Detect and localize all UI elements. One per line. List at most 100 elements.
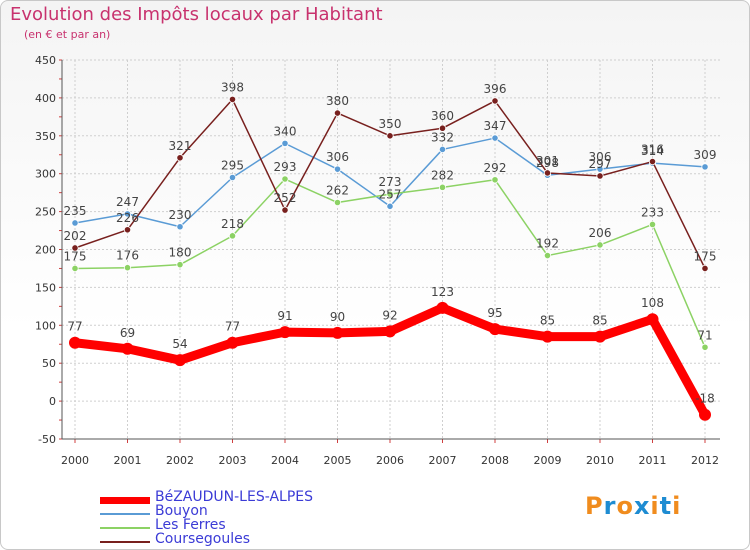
data-label: 92 [382,308,397,322]
data-label: 321 [169,139,192,153]
data-point [438,145,447,154]
data-point [333,198,342,207]
data-point [281,175,289,183]
data-label: 252 [274,191,297,205]
data-point [646,313,659,326]
data-label: 230 [169,208,192,222]
data-label: 77 [225,320,240,334]
x-tick-label: 2011 [639,454,667,467]
legend-swatch [100,513,150,515]
y-tick-label: -50 [38,433,56,446]
legend-swatch [100,541,150,543]
data-point [701,343,709,351]
data-label: 340 [274,124,297,138]
data-point [69,336,81,349]
x-tick-label: 2005 [324,454,352,467]
data-point [228,232,237,240]
x-tick-label: 2012 [691,454,719,467]
data-point [226,336,239,349]
data-point [333,165,342,173]
data-point [176,154,184,162]
data-point [333,109,342,117]
data-label: 297 [589,157,612,171]
data-label: 180 [169,246,192,260]
data-point [596,241,604,249]
y-tick-label: 350 [35,130,56,143]
data-point [491,97,499,105]
y-tick-label: 400 [35,92,56,105]
data-label: 398 [221,80,244,94]
data-label: 192 [536,237,559,251]
data-point [176,261,184,269]
data-label: 350 [379,117,402,131]
data-point [228,95,237,104]
x-tick-label: 2003 [219,454,247,467]
y-tick-label: 250 [35,206,56,219]
data-point [71,244,79,252]
data-label: 90 [330,310,345,324]
proxiti-logo: Proxiti [585,492,682,520]
axes: -50 0 50 100 150 200 250 300 350 400 450 2000 2001 20… [35,54,720,467]
data-point [541,330,554,343]
data-label: 85 [592,314,607,328]
series-lines [69,95,711,421]
legend-swatch [100,527,150,529]
grid [62,59,720,440]
data-point [331,326,344,339]
legend-label: Les Ferres [155,517,226,533]
data-point [384,325,396,338]
data-label: 293 [274,160,297,174]
data-point [699,408,711,421]
data-label: 347 [484,119,507,133]
x-tick-label: 2009 [534,454,562,467]
chart-subtitle: (en € et par an) [24,28,111,41]
data-label: 91 [277,309,292,323]
legend-label: BéZAUDUN-LES-ALPES [155,489,314,505]
data-label: 316 [641,143,664,157]
x-tick-label: 2007 [429,454,457,467]
data-label: 77 [67,320,82,334]
data-point [491,176,499,184]
data-label: 262 [326,184,349,198]
data-labels: 77 69 54 77 91 90 92 123 95 85 85 108 -18 235 247 230 29… [64,80,717,405]
data-label: 71 [697,328,712,342]
x-tick-label: 2004 [271,454,299,467]
data-label: 257 [379,187,402,201]
y-tick-label: 450 [35,54,56,67]
data-point [648,220,657,229]
data-label: 226 [116,211,139,225]
data-point [386,202,394,210]
data-point [491,134,499,142]
data-label: 295 [221,158,244,172]
data-point [386,132,394,140]
data-point [123,210,132,218]
data-point [701,163,709,171]
x-tick-label: 2008 [481,454,509,467]
data-point [438,183,447,191]
legend-label: Bouyon [155,503,208,519]
data-label: 309 [694,148,717,162]
data-point [279,326,291,339]
data-point [438,124,447,132]
data-label: 332 [431,130,454,144]
data-label: 123 [431,285,454,299]
data-point [701,264,709,273]
legend-swatch [100,496,150,504]
data-label: 292 [484,161,507,175]
x-tick-label: 2002 [166,454,194,467]
x-tick-label: 2001 [114,454,142,467]
data-label: 54 [172,337,187,351]
data-point [594,330,606,343]
data-point [281,206,289,214]
data-label: 380 [326,94,349,108]
x-tick-label: 2000 [61,454,89,467]
data-label: 247 [116,195,139,209]
data-label: 175 [64,249,87,263]
data-point [543,251,552,260]
data-label: 85 [540,314,555,328]
y-tick-label: 300 [35,168,56,181]
data-point [176,223,184,231]
data-point [596,172,604,180]
